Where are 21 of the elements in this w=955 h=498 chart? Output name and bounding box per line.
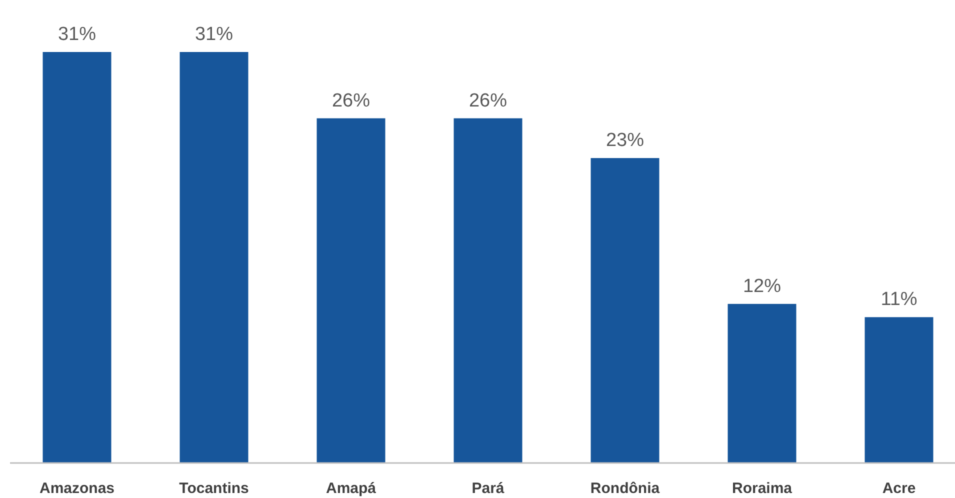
bar bbox=[728, 304, 796, 463]
data-label: 31% bbox=[194, 24, 234, 45]
data-label: 12% bbox=[742, 276, 782, 297]
data-label: 11% bbox=[880, 289, 918, 310]
x-tick-label: Acre bbox=[882, 480, 916, 497]
x-tick-label: Amazonas bbox=[39, 480, 115, 497]
x-tick-label: Tocantins bbox=[179, 480, 249, 497]
data-label: 26% bbox=[332, 90, 370, 112]
x-tick-label: Pará bbox=[472, 480, 505, 497]
bar bbox=[316, 118, 386, 463]
bar bbox=[42, 52, 112, 463]
bar bbox=[864, 317, 934, 463]
data-label: 31% bbox=[58, 24, 96, 45]
data-label: 23% bbox=[606, 130, 644, 152]
bar bbox=[180, 52, 248, 463]
bar bbox=[454, 118, 522, 463]
bar bbox=[590, 158, 660, 463]
x-tick-label: Roraima bbox=[732, 480, 793, 497]
x-tick-label: Rondônia bbox=[590, 480, 660, 497]
data-label: 26% bbox=[468, 90, 508, 112]
x-tick-label: Amapá bbox=[326, 480, 377, 497]
